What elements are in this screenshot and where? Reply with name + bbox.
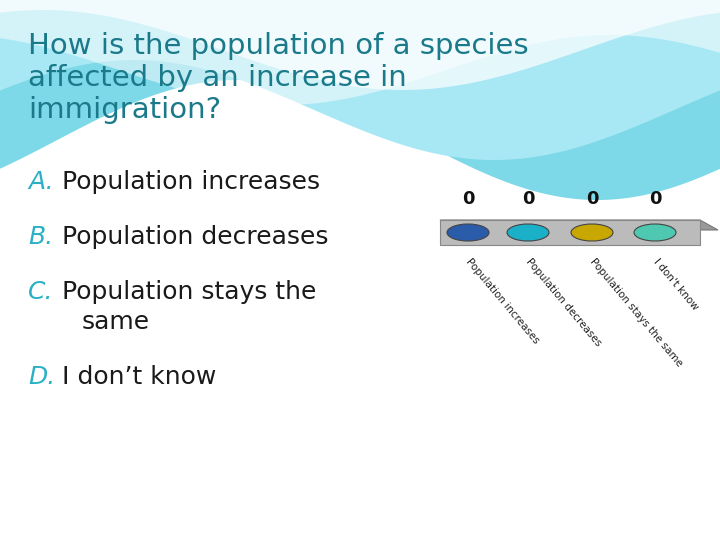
Text: Population stays the same: Population stays the same <box>588 257 685 369</box>
Text: How is the population of a species: How is the population of a species <box>28 32 528 60</box>
Text: Population decreases: Population decreases <box>62 225 328 249</box>
Text: Population increases: Population increases <box>62 170 320 194</box>
Text: affected by an increase in: affected by an increase in <box>28 64 407 92</box>
Text: I don't know: I don't know <box>652 257 700 312</box>
Text: 0: 0 <box>462 190 474 208</box>
Polygon shape <box>440 220 700 245</box>
Text: D.: D. <box>28 365 55 389</box>
Text: Population decreases: Population decreases <box>524 257 603 349</box>
Text: Population increases: Population increases <box>464 257 541 346</box>
Ellipse shape <box>447 224 489 241</box>
Text: B.: B. <box>28 225 53 249</box>
Polygon shape <box>0 0 720 90</box>
Text: 0: 0 <box>649 190 661 208</box>
Polygon shape <box>0 0 720 200</box>
Text: I don’t know: I don’t know <box>62 365 217 389</box>
Ellipse shape <box>571 224 613 241</box>
Ellipse shape <box>507 224 549 241</box>
Text: C.: C. <box>28 280 53 304</box>
Text: 0: 0 <box>586 190 598 208</box>
Text: Population stays the: Population stays the <box>62 280 316 304</box>
Text: A.: A. <box>28 170 53 194</box>
Ellipse shape <box>634 224 676 241</box>
Text: same: same <box>82 310 150 334</box>
Polygon shape <box>0 0 720 105</box>
Text: 0: 0 <box>522 190 534 208</box>
Text: immigration?: immigration? <box>28 96 221 124</box>
Polygon shape <box>440 220 718 230</box>
Polygon shape <box>0 0 720 160</box>
